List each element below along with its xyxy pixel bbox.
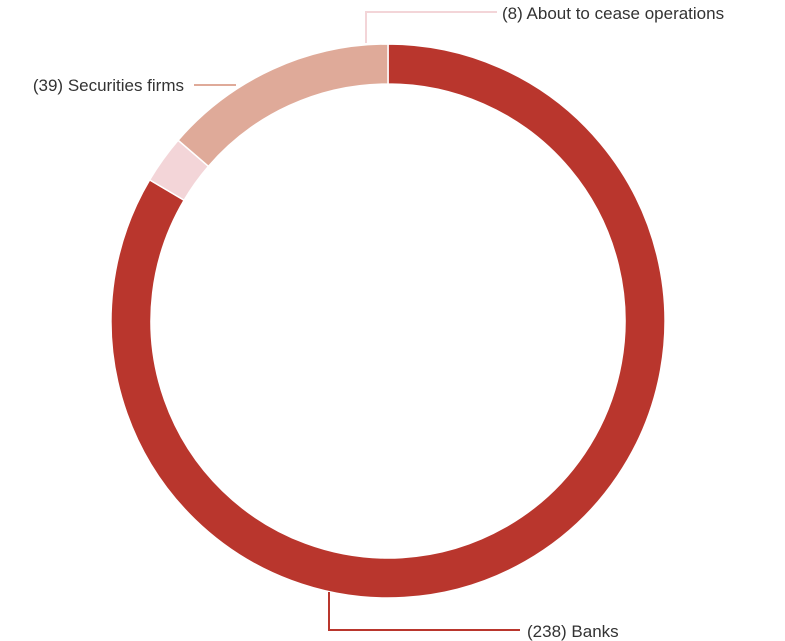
leader-line-banks xyxy=(328,592,520,631)
donut-slices xyxy=(110,43,666,599)
leader-line-about-to-cease-operations xyxy=(365,11,497,43)
slice-labels: (238) Banks (8) About to cease operations… xyxy=(33,4,724,641)
leader-lines xyxy=(194,11,520,631)
label-securities-firms: (39) Securities firms xyxy=(33,76,184,95)
slice-securities-firms xyxy=(177,43,389,168)
label-about-to-cease-operations: (8) About to cease operations xyxy=(502,4,724,23)
slice-banks xyxy=(110,43,666,599)
label-banks: (238) Banks xyxy=(527,622,619,641)
